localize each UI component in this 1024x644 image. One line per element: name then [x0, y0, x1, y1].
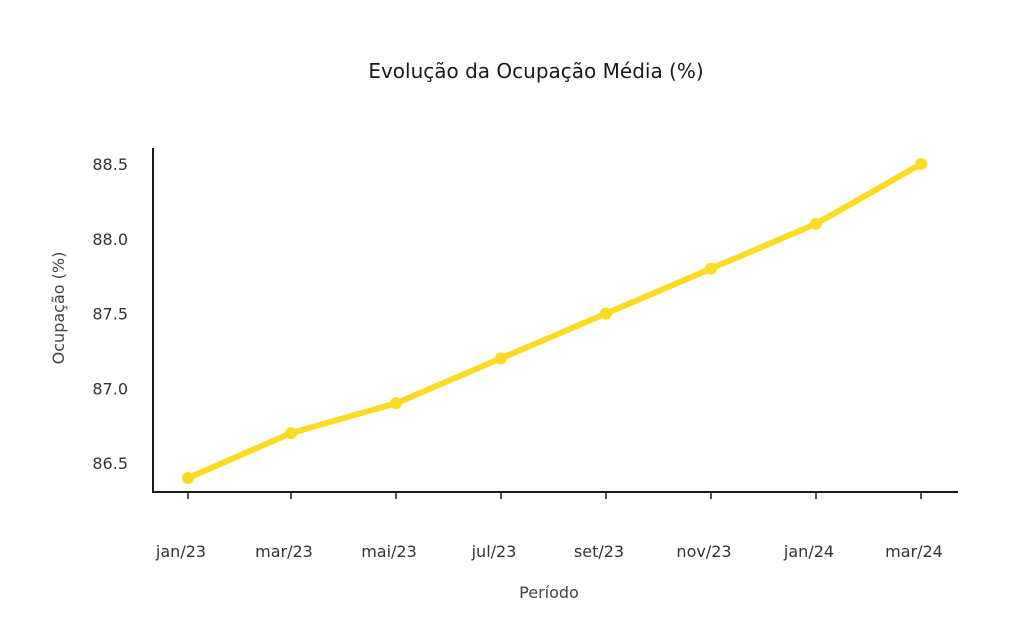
- y-axis-label: Ocupação (%): [49, 252, 68, 365]
- data-point: [390, 397, 402, 410]
- x-tick-label: jul/23: [471, 542, 517, 561]
- x-tick-label: nov/23: [676, 542, 731, 561]
- data-point: [705, 262, 717, 275]
- data-point: [285, 427, 297, 440]
- x-tick-label: jan/23: [155, 542, 206, 561]
- data-point: [182, 471, 194, 484]
- data-point: [810, 217, 822, 230]
- y-tick-label: 87.5: [92, 305, 128, 324]
- series-group: [182, 158, 927, 484]
- data-point: [915, 158, 927, 170]
- x-tick-label: mar/23: [255, 542, 313, 561]
- series-line: [185, 161, 924, 481]
- x-tick-label: mai/23: [361, 542, 417, 561]
- y-tick-label: 86.5: [92, 454, 128, 473]
- y-tick-label: 88.5: [92, 155, 128, 174]
- axes: [152, 148, 958, 493]
- chart-title: Evolução da Ocupação Média (%): [368, 59, 703, 83]
- y-tick-label: 88.0: [92, 230, 128, 249]
- y-tick-label: 87.0: [92, 379, 128, 398]
- x-axis-label: Período: [519, 583, 579, 602]
- y-ticks: 86.5 87.0 87.5 88.0 88.5: [92, 155, 128, 473]
- x-ticks: jan/23 mar/23 mai/23 jul/23 set/23 nov/23 jan/…: [155, 492, 943, 561]
- x-tick-label: jan/24: [783, 542, 834, 561]
- data-point: [600, 307, 612, 320]
- data-point: [495, 352, 507, 365]
- x-tick-label: set/23: [574, 542, 624, 561]
- x-tick-label: mar/24: [885, 542, 943, 561]
